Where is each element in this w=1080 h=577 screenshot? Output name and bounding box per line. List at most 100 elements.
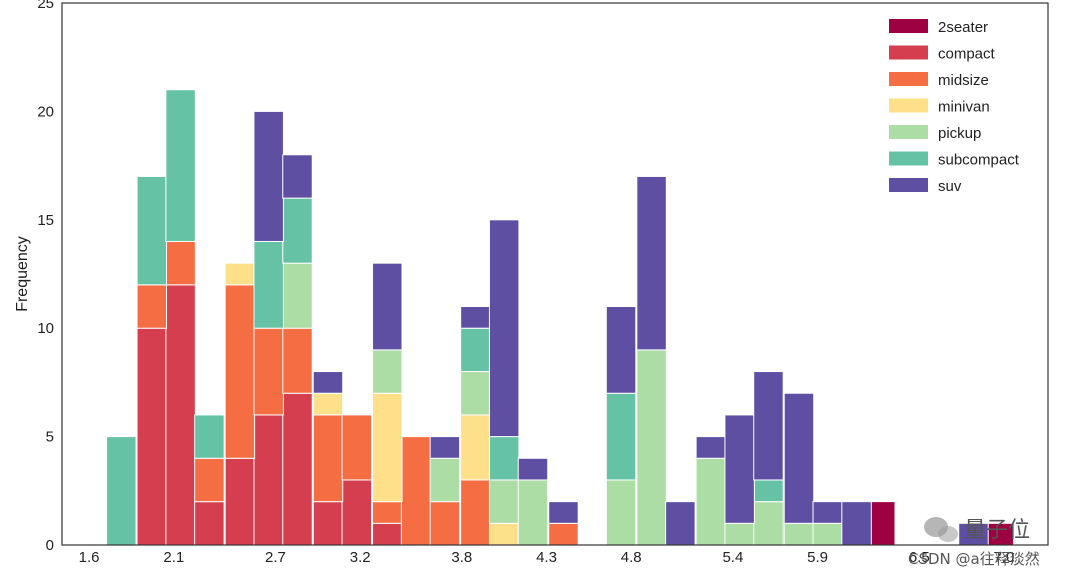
y-tick-label: 0: [46, 537, 54, 554]
bar-midsize-5: [282, 327, 313, 394]
bar-subcompact-7: [488, 436, 520, 481]
bar-suv-15: [783, 392, 815, 524]
bar-subcompact-6: [460, 327, 491, 373]
bar-midsize-8: [372, 501, 403, 524]
watermark: 量子位 CSDN @a往释淡然: [908, 517, 1040, 568]
bar-compact-1: [165, 284, 196, 546]
x-tick-label: 7.0: [994, 549, 1015, 566]
bar-compact-0: [136, 327, 168, 546]
bar-suv-9: [605, 306, 637, 394]
bar-subcompact-1: [136, 175, 168, 286]
watermark-credit: CSDN @a往释淡然: [908, 550, 1040, 568]
plot-frame: [61, 2, 1049, 546]
legend-item-subcompact: subcompact: [889, 151, 1020, 169]
x-tick-label: 5.4: [722, 549, 743, 566]
bar-midsize-1: [165, 240, 196, 286]
legend: 2seater compact midsize minivan pickup subcom…: [889, 19, 1020, 195]
legend-label: midsize: [938, 72, 989, 89]
bar-midsize-11: [460, 479, 491, 546]
bar-pickup-8: [695, 457, 727, 546]
bar-compact-8: [372, 522, 403, 546]
bar-suv-13: [724, 414, 755, 524]
x-axis-ticks: 1.6 2.1 2.7 3.2 3.8 4.3 4.8 5.4 5.9 6.5 7.0: [79, 549, 1015, 566]
legend-swatch: [889, 98, 928, 113]
legend-swatch: [889, 72, 928, 86]
legend-label: 2seater: [938, 19, 988, 36]
x-tick-label: 5.9: [807, 549, 828, 566]
bar-minivan-1: [312, 392, 344, 416]
bar-suv-1: [282, 154, 313, 199]
legend-item-2seater: 2seater: [889, 19, 988, 36]
bar-midsize-10: [429, 501, 461, 546]
bar-subcompact-9: [753, 479, 784, 503]
bar-suv-2: [312, 371, 344, 394]
bar-pickup-12: [812, 522, 844, 546]
bar-midsize-12: [548, 522, 579, 546]
legend-item-minivan: minivan: [889, 98, 990, 116]
legend-swatch: [889, 151, 928, 166]
watermark-brand: 量子位: [964, 518, 1030, 543]
legend-item-pickup: pickup: [889, 125, 981, 142]
bar-compact-3: [224, 457, 256, 546]
bar-subcompact-0: [106, 436, 137, 546]
legend-label: compact: [938, 46, 996, 63]
legend-swatch: [889, 125, 928, 139]
y-tick-label: 5: [46, 429, 54, 446]
bar-subcompact-3: [194, 414, 225, 459]
bar-suv-17: [841, 501, 872, 546]
bar-pickup-4: [488, 479, 520, 524]
y-tick-label: 15: [37, 212, 54, 229]
bar-pickup-1: [372, 349, 403, 394]
bar-compact-5: [282, 392, 313, 546]
bar-compact-4: [253, 414, 284, 546]
bar-minivan-4: [488, 522, 520, 546]
bar-midsize-0: [136, 284, 168, 329]
bar-suv-10: [636, 175, 667, 351]
legend-label: suv: [938, 178, 962, 195]
legend-label: minivan: [938, 99, 990, 116]
bar-midsize-9: [400, 436, 432, 546]
legend-label: subcompact: [938, 152, 1020, 169]
bar-suv-5: [460, 306, 491, 329]
x-tick-label: 1.6: [79, 549, 100, 566]
wechat-logo-icon: [924, 517, 958, 542]
bar-pickup-0: [282, 262, 313, 329]
bar-suv-7: [517, 457, 549, 481]
x-tick-label: 6.5: [909, 549, 930, 566]
x-tick-label: 4.3: [536, 549, 557, 566]
x-tick-label: 3.2: [350, 549, 371, 566]
bar-midsize-3: [224, 284, 256, 459]
bar-subcompact-5: [282, 197, 313, 264]
bar-compact-2: [194, 501, 225, 546]
x-tick-label: 3.8: [451, 549, 472, 566]
y-tick-label: 25: [37, 0, 54, 12]
x-tick-label: 2.1: [163, 549, 184, 566]
bar-subcompact-4: [253, 240, 284, 329]
bar-pickup-5: [517, 479, 549, 546]
bars-layer: [106, 89, 1015, 546]
y-tick-label: 20: [37, 103, 54, 120]
y-axis-ticks: 0 5 10 15 20 25: [37, 0, 54, 554]
bar-minivan-0: [224, 262, 256, 286]
bar-suv-12: [695, 436, 727, 459]
legend-swatch: [889, 19, 928, 33]
bar-minivan-3: [460, 414, 491, 481]
legend-swatch: [889, 45, 928, 60]
bar-subcompact-2: [165, 89, 196, 242]
bar-midsize-4: [253, 327, 284, 416]
bar-suv-14: [753, 371, 784, 481]
bar-pickup-10: [753, 501, 784, 546]
y-tick-label: 10: [37, 320, 54, 337]
bar-suv-11: [665, 501, 696, 546]
bar-pickup-2: [429, 457, 461, 503]
bar-suv-6: [488, 219, 520, 438]
bar-pickup-3: [460, 371, 491, 416]
bar-pickup-6: [605, 479, 637, 546]
bar-midsize-7: [341, 414, 373, 481]
legend-item-suv: suv: [889, 178, 962, 195]
bar-suv-3: [372, 262, 403, 351]
legend-item-midsize: midsize: [889, 72, 989, 89]
bar-subcompact-8: [605, 392, 637, 481]
y-axis-label: Frequency: [14, 236, 31, 312]
